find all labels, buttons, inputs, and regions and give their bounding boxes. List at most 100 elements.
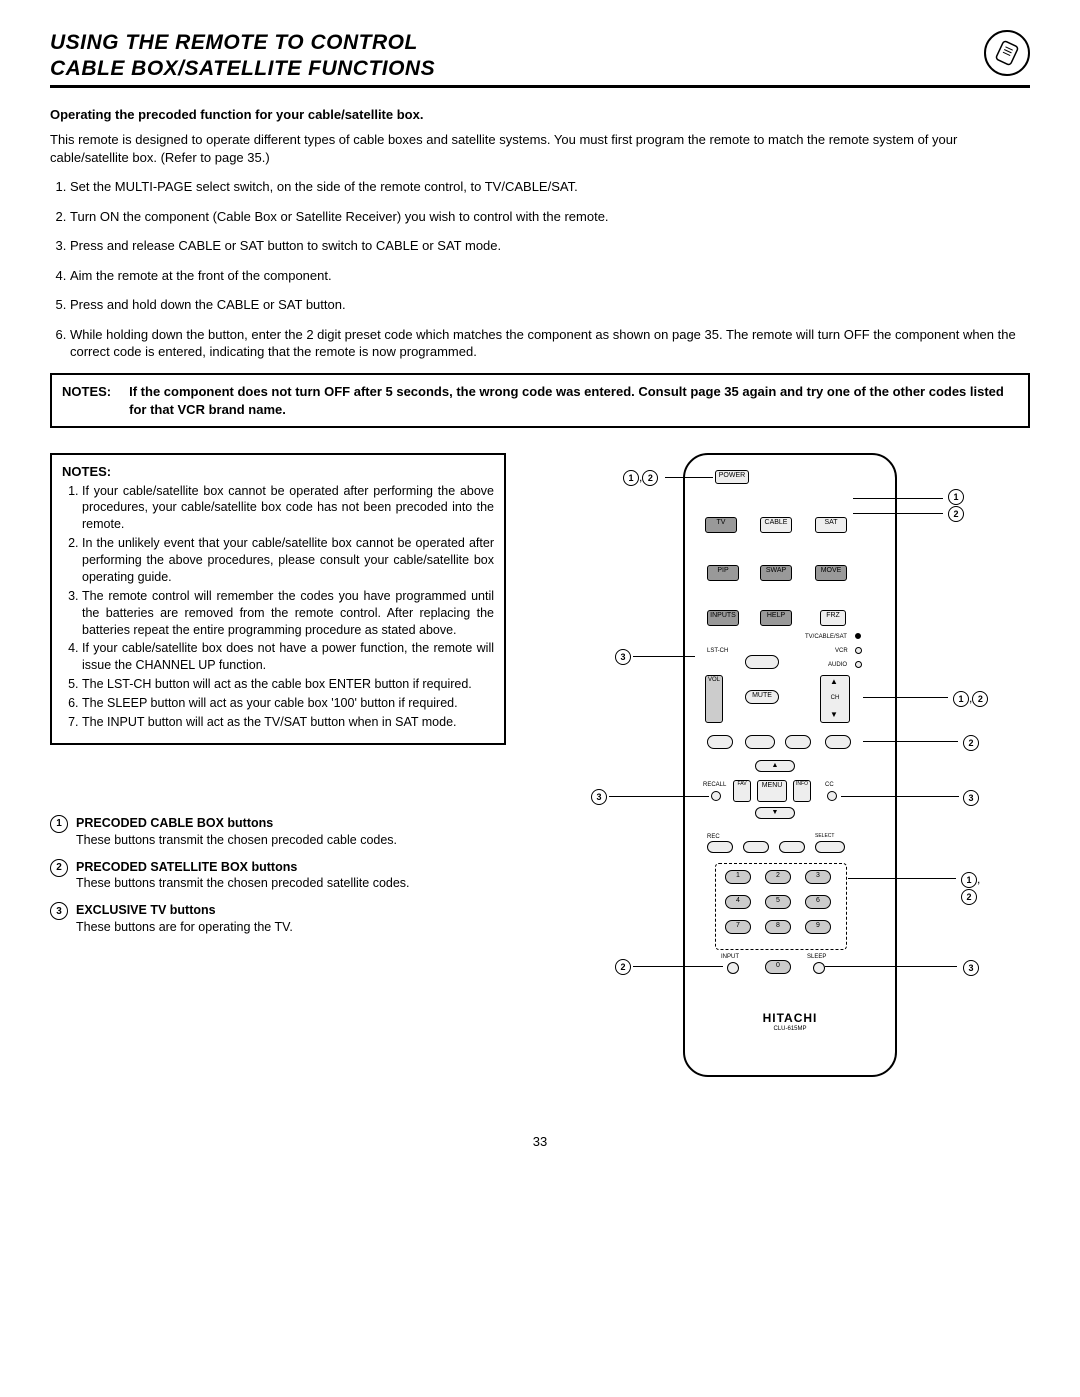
callout-ch-right: 1,2 [953,690,988,707]
up-arrow-icon: ▲ [830,677,838,688]
callout-row2-right-bot: 2 [948,505,964,522]
legend-item: 1 PRECODED CABLE BOX buttons These butto… [50,815,506,849]
legend-num-3: 3 [50,902,68,920]
notes-banner-text: If the component does not turn OFF after… [129,383,1018,418]
inputs-button: INPUTS [707,610,739,626]
notes-box-item: If your cable/satellite box cannot be op… [82,483,494,534]
info-button: INFO [793,780,811,802]
callout-line [633,966,723,967]
num8-button: 8 [765,920,791,934]
notes-box-item: The INPUT button will act as the TV/SAT … [82,714,494,731]
notes-box-title: NOTES: [62,463,494,481]
callout-info-right: 2 [963,734,979,751]
page-number: 33 [50,1133,1030,1151]
intro-paragraph: This remote is designed to operate diffe… [50,131,1030,166]
mute-button: MUTE [745,690,779,704]
recall-label: RECALL [703,781,726,789]
num5-button: 5 [765,895,791,909]
down-arrow-icon: ▼ [830,710,838,721]
frz-button: FRZ [820,610,846,626]
legend-desc: These buttons transmit the chosen precod… [76,833,397,847]
notes-box-item: The LST-CH button will act as the cable … [82,676,494,693]
select-label: SELECT [815,833,834,840]
power-button: POWER [715,470,749,484]
callout-line [633,656,695,657]
sleep-label: SLEEP [807,953,826,961]
section-heading: Operating the precoded function for your… [50,106,1030,124]
swap-button: SWAP [760,565,792,581]
notes-box: NOTES: If your cable/satellite box canno… [50,453,506,745]
num1-button: 1 [725,870,751,884]
cable-button: CABLE [760,517,792,533]
rew-button [707,735,733,749]
select-button [815,841,845,853]
callout-line [863,741,958,742]
fav-button: FAV [733,780,751,802]
audio-label: AUDIO [828,661,847,669]
ff-button [785,735,811,749]
callout-line [853,498,943,499]
legend-item: 2 PRECODED SATELLITE BOX buttons These b… [50,859,506,893]
num9-button: 9 [805,920,831,934]
remote-body: POWER TV CABLE SAT PIP SWAP MOVE INPUTS … [683,453,897,1077]
menu-button: MENU [757,780,787,802]
notes-box-item: The remote control will remember the cod… [82,588,494,639]
notes-box-item: In the unlikely event that your cable/sa… [82,535,494,586]
remote-icon [984,30,1030,76]
callout-numpad-right: 1,2 [961,871,993,905]
legend-title: PRECODED CABLE BOX buttons [76,816,273,830]
callout-mid-left: 3 [615,648,631,665]
up-nav: ▲ [755,760,795,772]
play-button [745,735,775,749]
num3-button: 3 [805,870,831,884]
right-column: POWER TV CABLE SAT PIP SWAP MOVE INPUTS … [536,453,1030,1093]
callout-input-left: 2 [615,958,631,975]
callout-line [665,477,713,478]
notes-banner-label: NOTES: [62,383,111,418]
lstch-button [745,655,779,669]
callout-line [863,697,948,698]
legend-desc: These buttons transmit the chosen precod… [76,876,410,890]
tv-button: TV [705,517,737,533]
tvcablesat-label: TV/CABLE/SAT [805,633,847,641]
left-column: NOTES: If your cable/satellite box canno… [50,453,506,946]
callout-sleep-right: 3 [963,959,979,976]
num0-button: 0 [765,960,791,974]
legend-num-1: 1 [50,815,68,833]
callout-top-left: 1,2 [623,469,658,486]
callout-menu-right: 3 [963,789,979,806]
callout-menu-left: 3 [591,788,607,805]
num6-button: 6 [805,895,831,909]
step-item: Turn ON the component (Cable Box or Sate… [70,208,1030,226]
title-line-2: CABLE BOX/SATELLITE FUNCTIONS [50,57,435,80]
cc-button [827,791,837,801]
notes-box-item: If your cable/satellite box does not hav… [82,640,494,674]
move-button: MOVE [815,565,847,581]
page-title: USING THE REMOTE TO CONTROL CABLE BOX/SA… [50,30,435,83]
callout-line [609,796,709,797]
step-item: Press and hold down the CABLE or SAT but… [70,296,1030,314]
main-content: NOTES: If your cable/satellite box canno… [50,453,1030,1093]
step-item: Aim the remote at the front of the compo… [70,267,1030,285]
step-item: Set the MULTI-PAGE select switch, on the… [70,178,1030,196]
cc-label: CC [825,781,834,789]
sleep-button [813,962,825,974]
lstch-label: LST-CH [707,647,728,655]
mid2-button [779,841,805,853]
notes-box-item: The SLEEP button will act as your cable … [82,695,494,712]
legend-desc: These buttons are for operating the TV. [76,920,293,934]
remote-diagram: POWER TV CABLE SAT PIP SWAP MOVE INPUTS … [573,453,993,1093]
callout-line [848,878,956,879]
input-button [727,962,739,974]
legend: 1 PRECODED CABLE BOX buttons These butto… [50,815,506,936]
callout-row2-right-top: 1 [948,488,964,505]
sat-button: SAT [815,517,847,533]
pip-button: PIP [707,565,739,581]
legend-title: EXCLUSIVE TV buttons [76,903,216,917]
notes-banner: NOTES: If the component does not turn OF… [50,373,1030,428]
legend-num-2: 2 [50,859,68,877]
callout-line [853,513,943,514]
step-item: Press and release CABLE or SAT button to… [70,237,1030,255]
rec-button [707,841,733,853]
legend-item: 3 EXCLUSIVE TV buttons These buttons are… [50,902,506,936]
